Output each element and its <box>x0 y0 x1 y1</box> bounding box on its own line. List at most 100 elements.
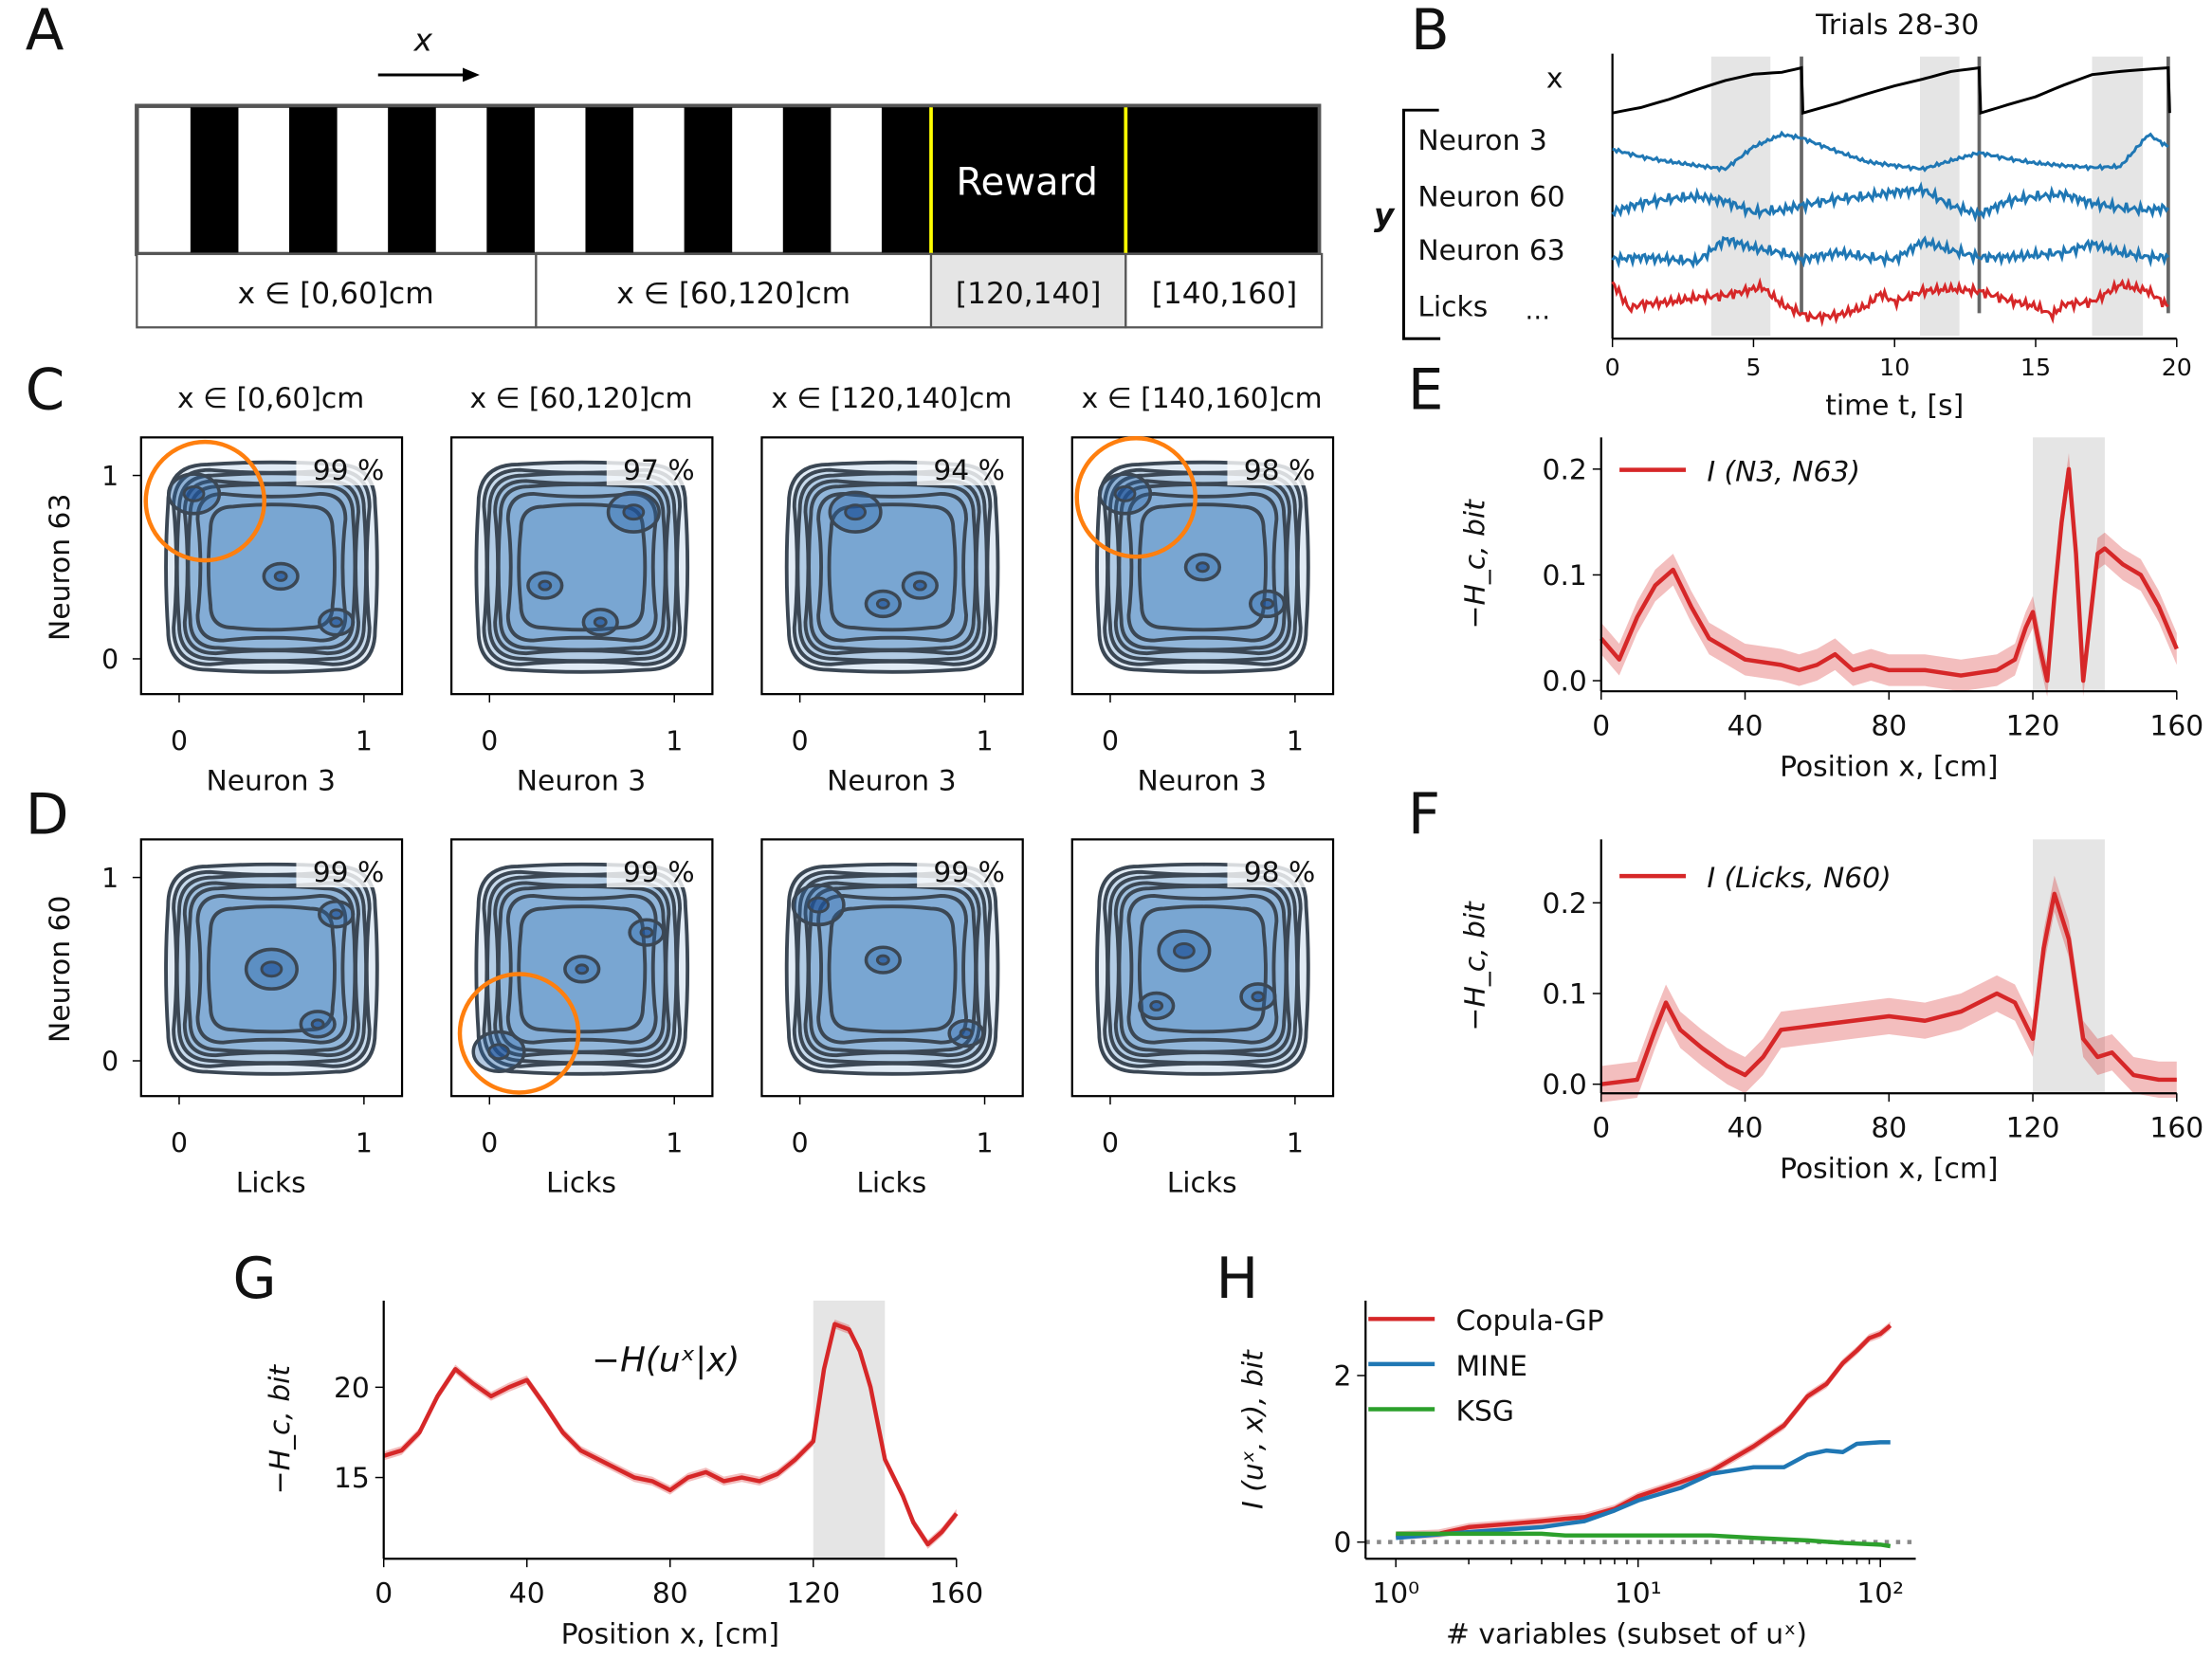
density-peak-contour <box>593 616 608 629</box>
panel-letter: D <box>26 782 69 848</box>
percent-background <box>606 850 705 888</box>
y-axis-label: −H_c, bit <box>264 1364 297 1495</box>
contour-subplot: 98 % x ∈ [140,160]cm 0 1 Neuron 3 <box>1070 382 1335 797</box>
segment-label: x ∈ [0,60]cm <box>238 277 434 311</box>
y-tick-label: 15 <box>334 1462 370 1495</box>
series-line-ksg <box>1396 1531 1892 1549</box>
y-tick-label: 0.1 <box>1543 559 1587 592</box>
density-contour <box>496 482 667 652</box>
density-peak-contour <box>875 954 890 966</box>
y-tick-label: 0.2 <box>1543 887 1587 921</box>
x-tick-label: 0 <box>1102 726 1119 757</box>
x-tick-label: 40 <box>1728 709 1764 742</box>
density-peak-contour <box>844 503 868 521</box>
x-tick-label: 1 <box>977 1128 994 1159</box>
subplot-title: x ∈ [120,140]cm <box>771 382 1012 415</box>
trace-neuron-60 <box>1611 181 2170 223</box>
series-line-copula-gp <box>1396 1323 1892 1538</box>
x-tick-label: 0 <box>375 1577 393 1610</box>
y-tick-label: 0.0 <box>1543 665 1587 698</box>
x-tick-label: 0 <box>1592 1111 1610 1144</box>
percent-label: 99 % <box>313 856 385 889</box>
panel-g-line-chart: 0 40 80 120 160 15 20 Position x, [cm] −H_c, bit… <box>264 1300 983 1651</box>
y-tick-label: 0.2 <box>1543 453 1587 486</box>
percent-label: 98 % <box>1244 454 1316 487</box>
black-stripe <box>289 107 338 253</box>
black-stripe <box>388 107 436 253</box>
trace-licks <box>1611 277 2169 328</box>
x-tick-label: 80 <box>1871 709 1907 742</box>
x-axis-label: Position x, [cm] <box>561 1618 779 1651</box>
density-peak-contour <box>273 570 288 582</box>
x-tick-label: 120 <box>2006 1111 2060 1144</box>
percent-label: 97 % <box>623 454 695 487</box>
x-tick-label: 0 <box>1102 1128 1119 1159</box>
x-tick-label: 1 <box>1287 726 1304 757</box>
highlight-circle <box>457 972 581 1095</box>
density-peak-contour <box>622 503 646 521</box>
highlight-circle <box>1074 436 1197 559</box>
trace-label: x <box>1546 62 1563 95</box>
panel-c-contours: 99 % x ∈ [0,60]cm 0 1 Neuron 3 0 1 Neuron 63 97 … <box>44 382 1335 797</box>
legend-label: I (N3, N63) <box>1707 455 1860 488</box>
density-peak-contour <box>260 960 283 978</box>
density-peak-contour <box>538 579 553 592</box>
panel-d-contours: 99 % 0 1 Licks 0 1 Neuron 60 99 % 0 1 Licks 99 % 0 1 L… <box>44 838 1335 1199</box>
neurons-bracket <box>1401 108 1441 340</box>
series-line-i-n3-n63- <box>1600 466 2179 684</box>
x-axis-label: Neuron 3 <box>206 764 335 797</box>
x-tick-label: 0 <box>792 726 809 757</box>
segment-cell-reward <box>929 252 1127 329</box>
density-contour <box>807 482 978 652</box>
legend-label: I (Licks, N60) <box>1707 862 1891 895</box>
contour-subplot: 99 % 0 1 Licks 0 1 Neuron 60 <box>44 838 404 1199</box>
percent-background <box>917 448 1016 485</box>
panel-f-line-chart: 0 40 80 120 160 0.0 0.1 0.2 Position x, [cm] −H_c… <box>1458 839 2203 1186</box>
percent-background <box>296 448 395 485</box>
trace-label: Neuron 3 <box>1417 124 1546 157</box>
panel-letter: B <box>1411 0 1450 64</box>
density-peak-contour <box>1173 942 1196 959</box>
x-tick-label: 160 <box>2149 1111 2203 1144</box>
reward-label: Reward <box>956 160 1098 204</box>
x-tick-label: 10 <box>1879 354 1910 381</box>
segment-label: [120,140] <box>956 277 1102 311</box>
panel-e-line-chart: 0 40 80 120 160 0.0 0.1 0.2 Position x, [cm] −H_c… <box>1458 437 2203 783</box>
x-tick-label: 1 <box>666 726 683 757</box>
panel-a-track-diagram: x Reward x ∈ [0,60]cm x ∈ [60,120]cm [12… <box>135 23 1324 329</box>
x-axis-label: Licks <box>546 1166 616 1199</box>
segment-cell <box>136 252 538 329</box>
trace-neuron-63 <box>1611 235 2169 269</box>
panel-letter: G <box>233 1247 277 1312</box>
x-tick-label: 1 <box>977 726 994 757</box>
x-tick-label: 80 <box>652 1577 688 1610</box>
x-tick-label: 0 <box>1605 354 1620 381</box>
y-axis-label: −H_c, bit <box>1458 901 1491 1031</box>
x-tick-label: 80 <box>1871 1111 1907 1144</box>
panel-h-line-chart: 10⁰ 10¹ 10² 0 2 # variables (subset of uˣ) I (… <box>1237 1300 1916 1651</box>
x-tick-label: 0 <box>171 726 188 757</box>
density-contour <box>1117 884 1289 1054</box>
percent-background <box>606 448 705 485</box>
arrow-right-icon <box>377 67 480 82</box>
x-tick-label: 40 <box>509 1577 545 1610</box>
segment-cell <box>535 252 933 329</box>
direction-label: x <box>413 23 433 59</box>
x-axis-label: Position x, [cm] <box>1780 1153 1998 1186</box>
x-tick-label: 20 <box>2162 354 2192 381</box>
y-tick-label: 20 <box>334 1372 370 1405</box>
y-axis-label: I (uˣ, x), bit <box>1237 1349 1271 1509</box>
x-tick-label: 10² <box>1856 1577 1904 1610</box>
shaded-region <box>813 1300 886 1559</box>
y-axis-label: Neuron 63 <box>44 494 77 641</box>
series-line-i-licks-n60- <box>1600 891 2177 1086</box>
trace-label: Licks <box>1417 290 1488 323</box>
x-axis-label: # variables (subset of uˣ) <box>1446 1618 1807 1651</box>
x-tick-label: 10¹ <box>1615 1577 1662 1610</box>
percent-label: 99 % <box>623 856 695 889</box>
density-peak-contour <box>310 1018 325 1030</box>
density-peak-contour <box>1113 484 1137 502</box>
y-axis-label: −H_c, bit <box>1458 499 1491 629</box>
panel-letter: C <box>26 358 65 424</box>
x-tick-label: 0 <box>171 1128 188 1159</box>
